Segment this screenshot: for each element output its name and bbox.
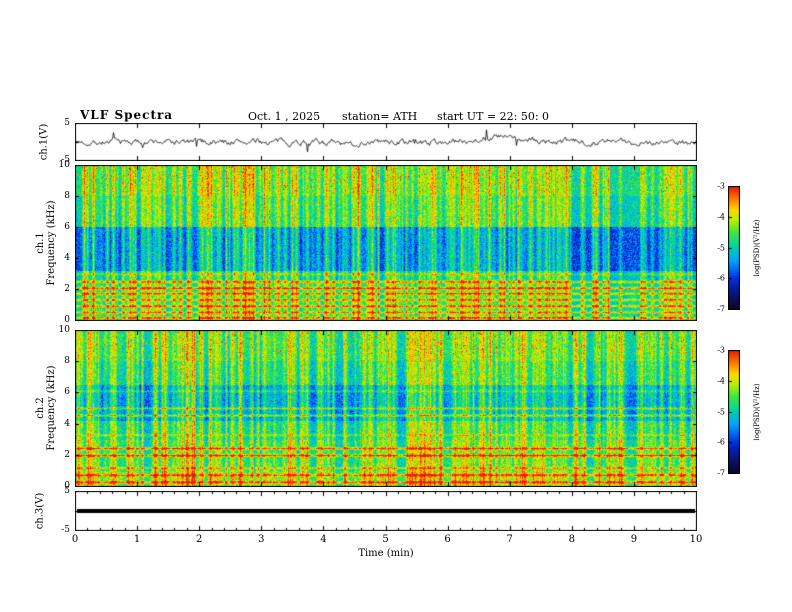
colorbar1-tick-label: -5 [717,243,725,252]
ch3-voltage-tick-label: -5 [61,525,70,535]
ch2-axis-label-line2: Frequency (kHz) [46,365,57,451]
x-tick-label: 4 [320,534,327,545]
ch2-frequency-tick-label: 4 [64,418,70,429]
ch2-spectrogram-canvas [75,330,697,487]
colorbar2-label: log(PSD)(V²/Hz) [753,383,761,441]
start-ut-label: start UT = 22: 50: 0 [437,110,550,123]
x-tick-label: 10 [689,534,703,545]
figure-title: VLF Spectra [80,108,174,122]
ch2-frequency-tick-label: 10 [58,325,70,335]
ch1-frequency-tick-label: 4 [64,253,70,263]
colorbar2-tick-label: -4 [717,376,725,386]
colorbar1-tick-label: -3 [717,181,725,191]
ch1-frequency-tick-label: 2 [64,284,70,294]
colorbar1-canvas [728,186,740,310]
ch1-frequency-tick-label: 8 [64,191,70,201]
colorbar2-tick-label: -3 [717,345,725,355]
ch1-waveform-canvas [75,123,697,161]
colorbar2-tick-label: -6 [717,437,725,447]
ch2-frequency-axis-label: ch.2 Frequency (kHz) [35,365,57,450]
ch2-frequency-tick-label: 2 [64,449,70,460]
x-tick-label: 0 [71,534,79,545]
x-tick-label: 5 [382,534,389,545]
ch1-frequency-tick-label: 0 [64,315,70,325]
x-tick-label: 2 [196,534,203,545]
ch1-frequency-tick-label: 10 [58,160,70,170]
ch3-waveform-canvas [75,491,697,531]
colorbar1-tick-label: -6 [717,273,725,283]
ch1-frequency-tick-label: 6 [64,222,70,232]
ch3-voltage-tick-label: 5 [64,486,70,496]
ch3-voltage-axis-label: ch.3(V) [34,492,46,530]
ch1-voltage-tick-label: 5 [64,118,70,128]
colorbar2-canvas [728,350,740,474]
x-tick-label: 3 [258,534,265,545]
colorbar1-label: log(PSD)(V²/Hz) [753,219,761,277]
ch1-axis-label-line1: ch.1 [35,232,46,254]
x-tick-label: 7 [506,534,513,545]
ch1-frequency-axis-label: ch.1 Frequency (kHz) [35,200,57,285]
ch1-voltage-tick-label: -5 [61,155,70,165]
ch2-frequency-tick-label: 0 [64,481,70,491]
colorbar2-tick-label: -7 [717,468,725,478]
colorbar1-tick-label: -7 [717,304,725,314]
x-tick-label: 8 [568,534,575,545]
ch2-frequency-tick-label: 8 [64,356,70,367]
station-label: station= ATH [342,110,418,123]
ch1-spectrogram-canvas [75,165,697,321]
time-axis-label: Time (min) [358,548,414,559]
colorbar2-tick-label: -5 [717,407,725,416]
date-label: Oct. 1 , 2025 [248,110,321,123]
colorbar1-tick-label: -4 [717,212,725,222]
x-tick-label: 9 [630,534,638,545]
x-tick-label: 6 [444,534,451,545]
ch2-axis-label-line1: ch.2 [35,397,46,419]
x-tick-label: 1 [133,534,141,545]
ch1-axis-label-line2: Frequency (kHz) [46,200,57,286]
ch2-frequency-tick-label: 6 [64,387,70,398]
